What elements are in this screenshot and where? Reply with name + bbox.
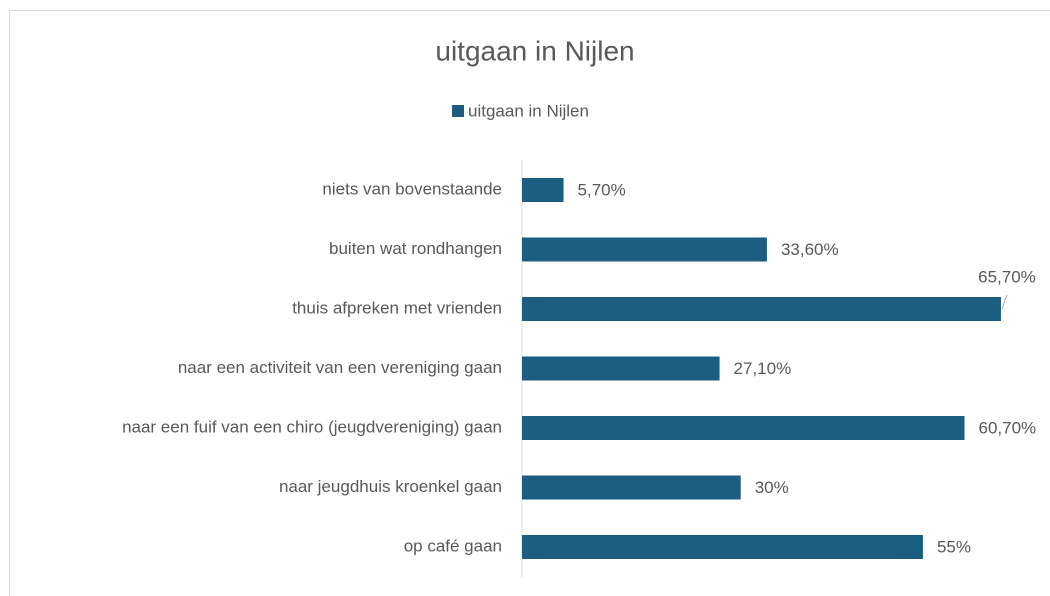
bar <box>522 178 564 202</box>
bar <box>522 297 1001 321</box>
value-label: 30% <box>755 478 789 497</box>
value-label: 55% <box>937 537 971 556</box>
bar <box>522 535 923 559</box>
value-label: 33,60% <box>781 240 839 259</box>
category-label: thuis afpreken met vrienden <box>292 298 502 317</box>
bar <box>522 237 767 262</box>
chart-title: uitgaan in Nijlen <box>435 35 634 66</box>
category-label: op café gaan <box>404 536 502 555</box>
value-label: 60,70% <box>979 418 1037 437</box>
category-label: naar jeugdhuis kroenkel gaan <box>279 477 502 496</box>
chart-frame <box>9 10 1050 596</box>
category-label: naar een fuif van een chiro (jeugdvereni… <box>122 417 502 436</box>
value-label: 5,70% <box>578 180 626 199</box>
value-label: 27,10% <box>734 359 792 378</box>
legend-swatch <box>452 105 464 117</box>
value-label: 65,70% <box>978 267 1036 286</box>
bar <box>522 356 720 381</box>
leader-line <box>1001 294 1008 310</box>
bar <box>522 416 965 440</box>
category-label: naar een activiteit van een vereniging g… <box>178 358 502 377</box>
bar <box>522 475 741 500</box>
category-label: niets van bovenstaande <box>322 179 502 198</box>
category-label: buiten wat rondhangen <box>329 239 502 258</box>
legend-label: uitgaan in Nijlen <box>468 101 589 120</box>
